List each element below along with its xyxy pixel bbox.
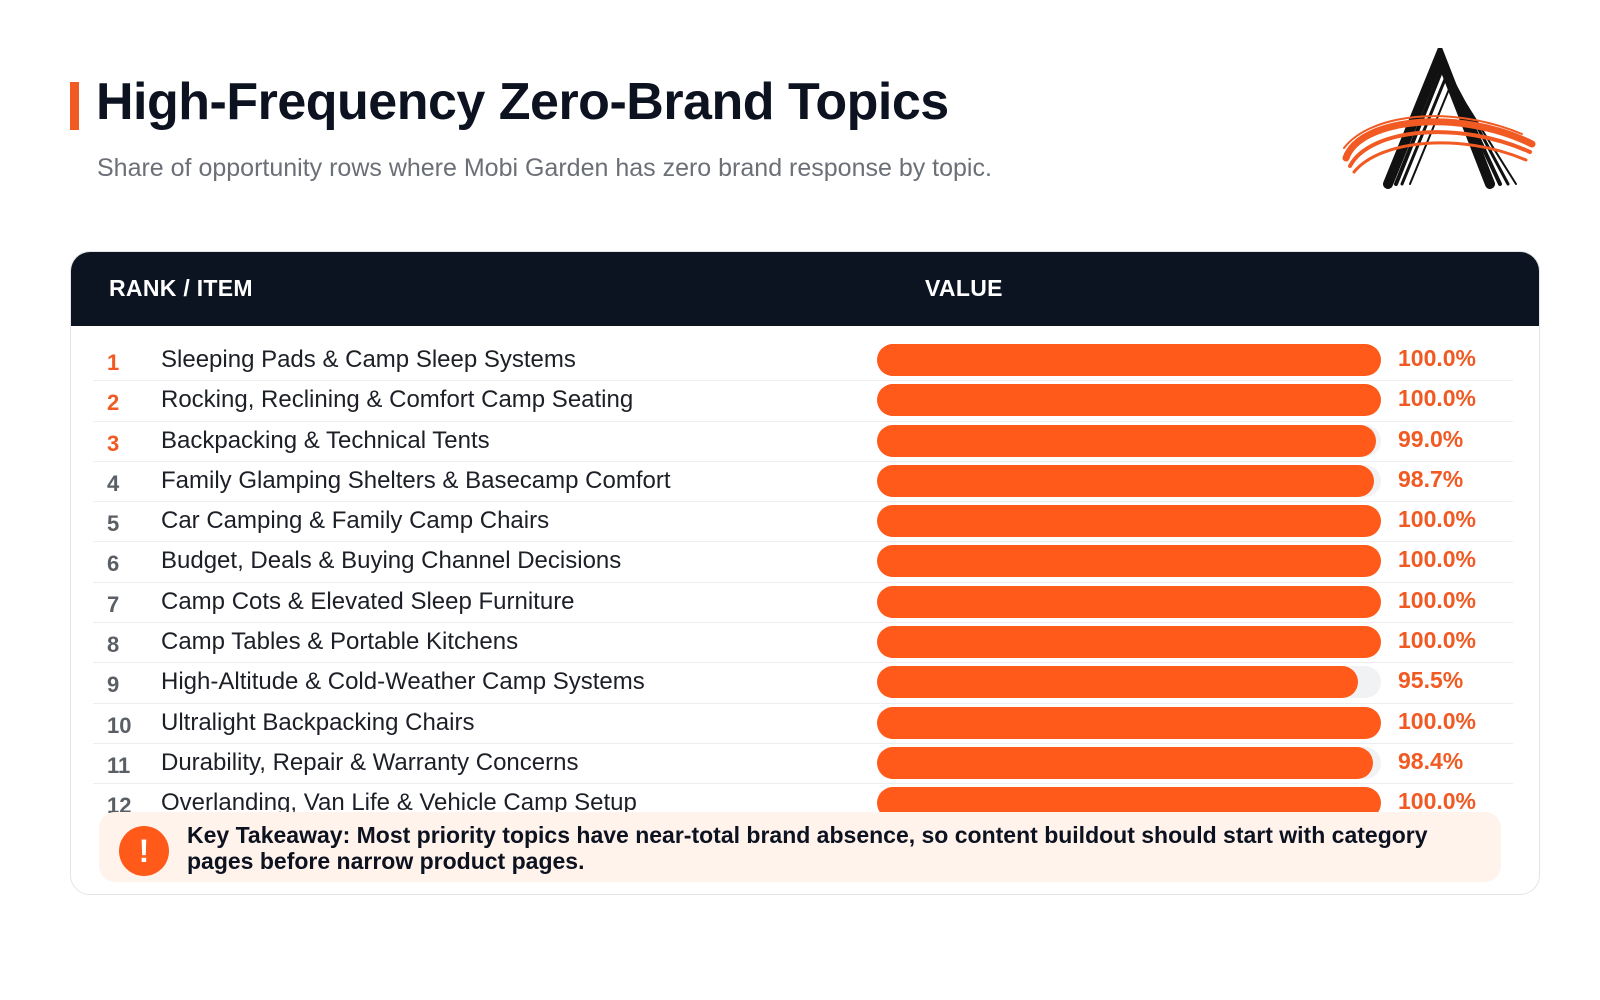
topic-label: Overlanding, Van Life & Vehicle Camp Set… bbox=[161, 789, 637, 817]
bar-track bbox=[877, 746, 1381, 779]
page-subtitle: Share of opportunity rows where Mobi Gar… bbox=[97, 154, 992, 182]
column-header-value: VALUE bbox=[925, 275, 1003, 301]
title-accent-bar bbox=[70, 82, 79, 130]
rank-number: 7 bbox=[107, 591, 120, 617]
table-row: 1 Sleeping Pads & Camp Sleep Systems 100.0… bbox=[93, 341, 1513, 382]
table-row: 8 Camp Tables & Portable Kitchens 100.0% bbox=[93, 623, 1513, 664]
bar-track bbox=[877, 384, 1381, 417]
value-label: 100.0% bbox=[1398, 788, 1477, 815]
rank-number: 2 bbox=[107, 390, 120, 416]
key-takeaway-callout: ! Key Takeaway: Most priority topics hav… bbox=[99, 812, 1501, 882]
rank-number: 3 bbox=[107, 430, 120, 456]
bar bbox=[877, 344, 1381, 376]
bar bbox=[877, 746, 1373, 779]
bar bbox=[877, 545, 1381, 578]
topic-label: Backpacking & Technical Tents bbox=[161, 426, 490, 454]
value-label: 100.0% bbox=[1398, 345, 1477, 371]
value-label: 100.0% bbox=[1398, 707, 1477, 734]
bar bbox=[877, 666, 1359, 699]
page-title: High-Frequency Zero-Brand Topics bbox=[96, 73, 949, 131]
topic-label: Ultralight Backpacking Chairs bbox=[161, 708, 475, 736]
topic-label: Rocking, Reclining & Comfort Camp Seatin… bbox=[161, 386, 634, 414]
table-row: 3 Backpacking & Technical Tents 99.0% bbox=[93, 422, 1513, 462]
value-label: 100.0% bbox=[1398, 546, 1477, 573]
rank-number: 9 bbox=[107, 672, 120, 698]
value-label: 98.4% bbox=[1398, 747, 1464, 774]
table-row: 11 Durability, Repair & Warranty Concerns… bbox=[93, 744, 1513, 785]
value-label: 99.0% bbox=[1398, 425, 1464, 452]
table-row: 9 High-Altitude & Cold-Weather Camp Syste… bbox=[93, 663, 1513, 704]
value-label: 100.0% bbox=[1398, 586, 1477, 613]
value-label: 100.0% bbox=[1398, 506, 1477, 533]
rank-number: 6 bbox=[107, 551, 120, 577]
topic-label: Camp Tables & Portable Kitchens bbox=[161, 628, 519, 656]
bar-track bbox=[877, 424, 1381, 457]
topic-label: Car Camping & Family Camp Chairs bbox=[161, 507, 550, 535]
bar bbox=[877, 505, 1381, 538]
topic-label: Durability, Repair & Warranty Concerns bbox=[161, 748, 579, 776]
rank-number: 1 bbox=[107, 350, 120, 375]
value-label: 100.0% bbox=[1398, 385, 1477, 412]
brand-logo-icon bbox=[1342, 48, 1536, 189]
table-header: RANK / ITEM VALUE bbox=[71, 252, 1539, 326]
table-row: 10 Ultralight Backpacking Chairs 100.0% bbox=[93, 704, 1513, 744]
key-takeaway-text: Key Takeaway: Most priority topics have … bbox=[187, 822, 1428, 874]
bar bbox=[877, 424, 1376, 457]
bar-track bbox=[877, 505, 1381, 538]
rank-number: 8 bbox=[107, 632, 120, 658]
value-label: 95.5% bbox=[1398, 667, 1464, 694]
value-label: 100.0% bbox=[1398, 627, 1477, 654]
topic-label: Budget, Deals & Buying Channel Decisions bbox=[161, 547, 622, 575]
ranking-rows: 1 Sleeping Pads & Camp Sleep Systems 100.0… bbox=[93, 341, 1513, 824]
exclamation-icon: ! bbox=[119, 826, 169, 876]
topic-label: Family Glamping Shelters & Basecamp Comf… bbox=[161, 466, 671, 494]
table-row: 4 Family Glamping Shelters & Basecamp Com… bbox=[93, 462, 1513, 503]
bar-track bbox=[877, 706, 1381, 739]
rank-number: 11 bbox=[107, 752, 131, 778]
bar bbox=[877, 384, 1381, 417]
value-label: 98.7% bbox=[1398, 465, 1464, 492]
table-row: 6 Budget, Deals & Buying Channel Decision… bbox=[93, 542, 1513, 583]
table-row: 7 Camp Cots & Elevated Sleep Furniture 100… bbox=[93, 583, 1513, 624]
table-row: 2 Rocking, Reclining & Comfort Camp Seati… bbox=[93, 381, 1513, 422]
bar-track bbox=[877, 545, 1381, 578]
rank-number: 10 bbox=[107, 712, 132, 738]
bar-track bbox=[877, 666, 1381, 699]
bar-track bbox=[877, 585, 1381, 618]
topic-label: Camp Cots & Elevated Sleep Furniture bbox=[161, 587, 575, 615]
rank-number: 5 bbox=[107, 511, 120, 537]
bar bbox=[877, 706, 1381, 739]
ranking-card: RANK / ITEM VALUE 1 Sleeping Pads & Camp … bbox=[70, 251, 1540, 895]
bar bbox=[877, 585, 1381, 618]
table-row: 5 Car Camping & Family Camp Chairs 100.0% bbox=[93, 502, 1513, 543]
bar-track bbox=[877, 626, 1381, 659]
rank-number: 4 bbox=[107, 470, 120, 496]
topic-label: Sleeping Pads & Camp Sleep Systems bbox=[161, 346, 576, 373]
bar bbox=[877, 626, 1381, 659]
topic-label: High-Altitude & Cold-Weather Camp System… bbox=[161, 668, 645, 696]
column-header-rank-item: RANK / ITEM bbox=[109, 275, 253, 301]
bar-track bbox=[877, 344, 1381, 376]
bar-track bbox=[877, 464, 1381, 497]
bar bbox=[877, 464, 1375, 497]
